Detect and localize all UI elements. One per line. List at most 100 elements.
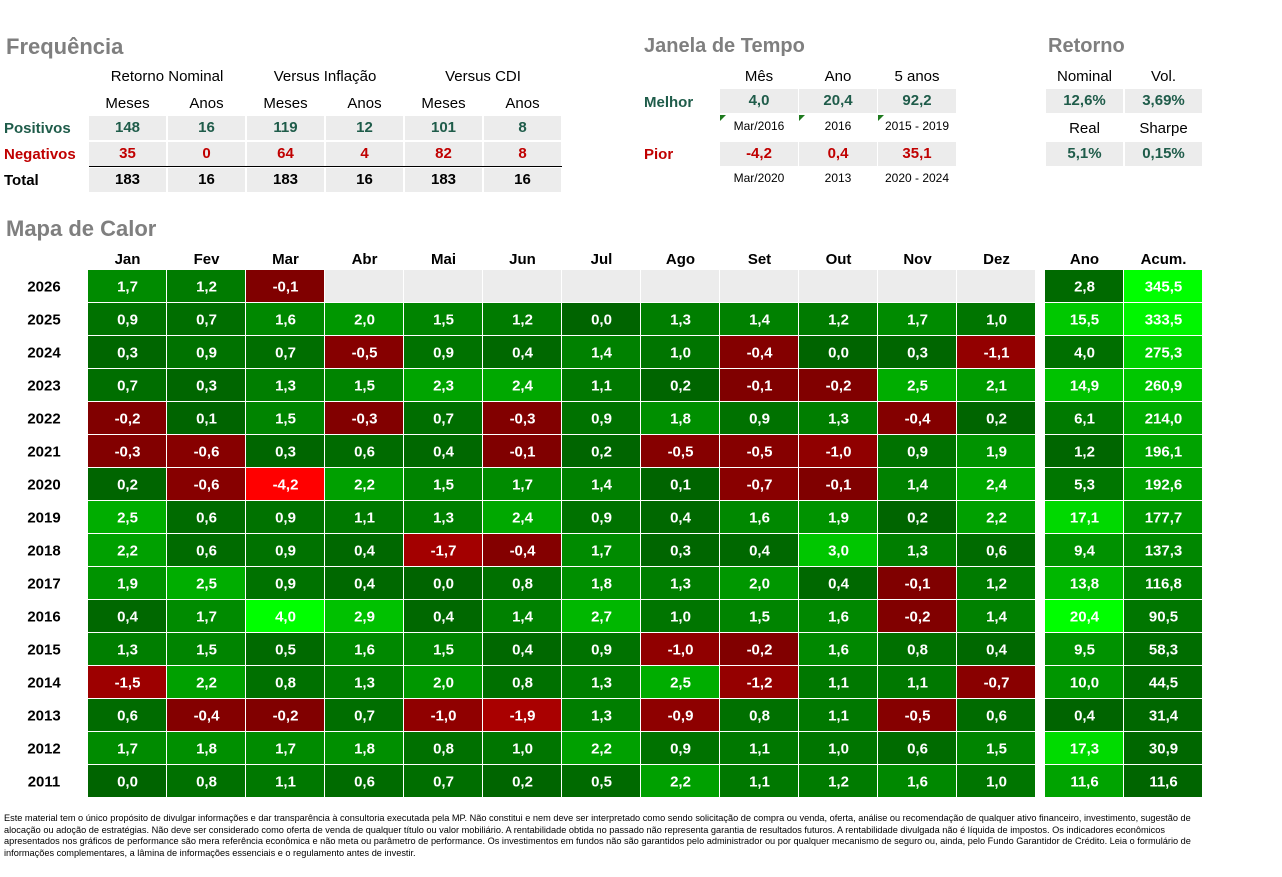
heatmap-cell-label: 0,8 [907, 642, 928, 659]
heatmap-cell [404, 699, 482, 731]
acum-cell-label: 275,3 [1145, 345, 1183, 362]
heatmap-cell [720, 534, 798, 566]
janela-melhor-ano: 20,4 [799, 89, 877, 113]
heatmap-cell [720, 699, 798, 731]
heatmap-cell-label: 0,2 [907, 510, 928, 527]
ano-cell [1045, 336, 1123, 368]
janela-title: Janela de Tempo [644, 35, 805, 57]
heatmap-cell-label: -1,9 [510, 708, 536, 725]
heatmap-cell [167, 633, 245, 665]
heatmap-cell-label: 1,5 [433, 642, 454, 659]
heatmap-cell [799, 336, 877, 368]
heatmap-cell-label: 1,6 [907, 774, 928, 791]
heatmap-cell-label: 0,8 [512, 675, 533, 692]
heatmap-cell [246, 666, 324, 698]
heatmap-cell [720, 567, 798, 599]
year-label: 2017 [27, 576, 60, 593]
heatmap-cell-label: 0,8 [196, 774, 217, 791]
freq-cell: 148 [89, 116, 166, 140]
month-header-nov: Nov [903, 251, 932, 268]
heatmap-cell [562, 501, 640, 533]
heatmap-cell-label: 0,2 [670, 378, 691, 395]
heatmap-cell-label: 1,7 [591, 543, 612, 560]
heatmap-cell-label: 0,4 [986, 642, 1008, 659]
ano-cell [1045, 468, 1123, 500]
ano-cell-label: 0,4 [1074, 708, 1096, 725]
freq-cell: 16 [168, 116, 245, 140]
freq-sub-4: Meses [421, 95, 466, 112]
ano-cell-label: 20,4 [1070, 609, 1100, 626]
heatmap-cell [88, 336, 166, 368]
heatmap-cell-label: 0,0 [117, 774, 138, 791]
month-header-jul: Jul [591, 251, 613, 268]
heatmap-cell [404, 303, 482, 335]
heatmap-cell-label: 0,6 [196, 510, 217, 527]
acum-cell-label: 44,5 [1149, 675, 1178, 692]
heatmap-cell [720, 435, 798, 467]
heatmap-cell [404, 666, 482, 698]
heatmap-cell [325, 534, 403, 566]
heatmap-cell-label: 1,5 [354, 378, 375, 395]
heatmap-cell-label: 1,0 [986, 774, 1007, 791]
retorno-value-real: 5,1% [1046, 142, 1123, 166]
heatmap-cell-label: 1,2 [828, 312, 849, 329]
heatmap-cell-label: 1,7 [275, 741, 296, 758]
acum-cell [1124, 633, 1202, 665]
year-label: 2024 [27, 345, 61, 362]
heatmap-cell [641, 633, 719, 665]
heatmap-cell-label: -0,9 [668, 708, 694, 725]
heatmap-cell [167, 369, 245, 401]
heatmap-cell [88, 666, 166, 698]
heatmap-cell [167, 732, 245, 764]
heatmap-cell [246, 501, 324, 533]
heatmap-cell [878, 336, 956, 368]
heatmap-cell [88, 567, 166, 599]
heatmap-cell [325, 369, 403, 401]
heatmap-cell-label: 0,0 [828, 345, 849, 362]
heatmap-cell [325, 402, 403, 434]
heatmap-cell [720, 633, 798, 665]
heatmap-cell [720, 600, 798, 632]
heatmap-cell [957, 270, 1035, 302]
acum-cell-label: 214,0 [1145, 411, 1183, 428]
acum-cell [1124, 699, 1202, 731]
year-label: 2018 [27, 543, 60, 560]
heatmap-cell [325, 501, 403, 533]
heatmap-cell-label: 0,4 [433, 609, 455, 626]
heatmap-cell [878, 699, 956, 731]
heatmap-cell-label: 1,7 [512, 477, 533, 494]
heatmap-cell-label: 1,8 [591, 576, 612, 593]
heatmap-cell [167, 567, 245, 599]
heatmap-cell [167, 402, 245, 434]
heatmap-cell [325, 732, 403, 764]
heatmap-cell-label: 0,6 [117, 708, 138, 725]
heatmap-cell [799, 666, 877, 698]
heatmap-cell-label: 2,1 [986, 378, 1007, 395]
janela-pior-label: Pior [644, 146, 674, 163]
heatmap-cell [562, 600, 640, 632]
ano-cell [1045, 501, 1123, 533]
heatmap-cell-label: -0,4 [510, 543, 537, 560]
heatmap-cell [404, 435, 482, 467]
heatmap-cell-label: 0,5 [591, 774, 612, 791]
heatmap-cell [957, 501, 1035, 533]
heatmap-cell-label: -0,1 [905, 576, 931, 593]
heatmap-cell-label: 0,3 [275, 444, 296, 461]
acum-cell-label: 333,5 [1145, 312, 1183, 329]
heatmap-cell-label: 1,3 [907, 543, 928, 560]
heatmap-cell [641, 402, 719, 434]
heatmap-cell-label: 0,4 [512, 642, 534, 659]
heatmap-cell [878, 270, 956, 302]
heatmap-cell-label: 0,7 [354, 708, 375, 725]
heatmap-cell-label: 0,6 [907, 741, 928, 758]
heatmap-cell [483, 567, 561, 599]
retorno-label-real: Real [1069, 120, 1100, 137]
heatmap-cell [641, 699, 719, 731]
acum-cell-label: 116,8 [1145, 576, 1182, 593]
heatmap-cell-label: -0,1 [510, 444, 536, 461]
frequencia-title: Frequência [6, 34, 124, 59]
heatmap-cell [167, 534, 245, 566]
heatmap-cell [88, 501, 166, 533]
heatmap-cell-label: 2,4 [986, 477, 1008, 494]
heatmap-cell-label: 0,6 [196, 543, 217, 560]
